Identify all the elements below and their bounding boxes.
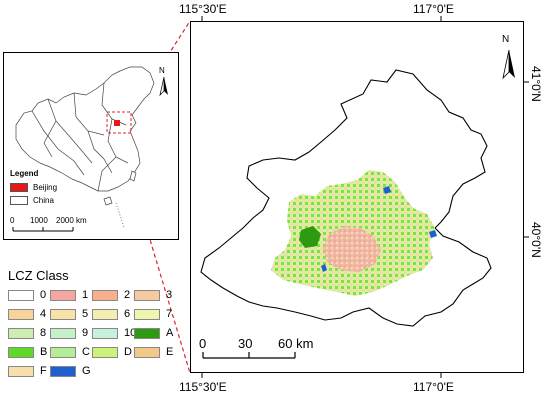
inset-map: N Legend Beijing China 0 1000 2000 km bbox=[3, 52, 179, 240]
lcz-label-3: 3 bbox=[166, 289, 173, 301]
lcz-label-C: C bbox=[82, 346, 90, 358]
inset-legend-title: Legend bbox=[10, 169, 39, 178]
lcz-swatch-F bbox=[8, 365, 34, 377]
lcz-item-5: 5 bbox=[50, 307, 88, 321]
lcz-item-D: D bbox=[92, 345, 132, 359]
main-scale-label-60: 60 km bbox=[278, 336, 314, 351]
lcz-item-3: 3 bbox=[134, 288, 172, 302]
lcz-water-2 bbox=[429, 230, 437, 238]
lcz-swatch-7 bbox=[134, 308, 160, 320]
main-scale-label-30: 30 bbox=[238, 336, 253, 351]
lcz-label-E: E bbox=[166, 346, 174, 358]
lcz-swatch-0 bbox=[8, 289, 34, 301]
main-map: N 0 30 60 km bbox=[190, 21, 524, 373]
inset-north-arrow-icon bbox=[159, 76, 168, 97]
lcz-label-7: 7 bbox=[166, 308, 173, 320]
lcz-label-F: F bbox=[40, 365, 47, 377]
lcz-item-A: A bbox=[134, 326, 173, 340]
lcz-label-10: 10 bbox=[124, 327, 137, 339]
lcz-water-3 bbox=[321, 264, 327, 272]
lcz-item-B: B bbox=[8, 345, 47, 359]
lcz-swatch-C bbox=[50, 346, 76, 358]
lcz-forest-patch bbox=[299, 226, 321, 248]
lcz-label-9: 9 bbox=[82, 327, 89, 339]
lcz-swatch-10 bbox=[92, 327, 118, 339]
lcz-label-G: G bbox=[82, 365, 91, 377]
lcz-label-5: 5 bbox=[82, 308, 89, 320]
inset-scale-label-0: 0 bbox=[10, 216, 15, 225]
lcz-water-1 bbox=[383, 186, 391, 194]
coord-bottom-left: 115°30'E bbox=[179, 380, 227, 394]
lcz-legend: 0 1 2 3 4 5 6 7 8 9 10 A B C D E F G bbox=[8, 288, 184, 398]
coord-bottom-right: 117°0'E bbox=[413, 380, 454, 394]
main-north-label: N bbox=[502, 34, 510, 45]
coord-top-right: 117°0'E bbox=[413, 2, 454, 16]
lcz-item-8: 8 bbox=[8, 326, 46, 340]
legend-label-beijing: Beijing bbox=[33, 183, 58, 192]
lcz-item-E: E bbox=[134, 345, 173, 359]
lcz-item-7: 7 bbox=[134, 307, 172, 321]
china-outline bbox=[12, 66, 168, 232]
lcz-item-4: 4 bbox=[8, 307, 46, 321]
inset-scale-label-2000: 2000 km bbox=[56, 216, 87, 225]
lcz-swatch-9 bbox=[50, 327, 76, 339]
lcz-item-6: 6 bbox=[92, 307, 130, 321]
main-scale-label-0: 0 bbox=[199, 336, 207, 351]
lcz-swatch-B bbox=[8, 346, 34, 358]
lcz-swatch-G bbox=[50, 365, 76, 377]
beijing-map bbox=[200, 49, 515, 359]
lcz-swatch-8 bbox=[8, 327, 34, 339]
lcz-label-1: 1 bbox=[82, 289, 89, 301]
inset-scale-bar bbox=[12, 227, 74, 232]
lcz-swatch-E bbox=[134, 346, 160, 358]
beijing-marker bbox=[114, 120, 120, 126]
legend-swatch-beijing bbox=[10, 183, 28, 192]
lcz-label-6: 6 bbox=[124, 308, 131, 320]
lcz-core-area bbox=[323, 226, 381, 272]
main-scale-bar bbox=[202, 352, 296, 359]
legend-label-china: China bbox=[33, 196, 54, 205]
lcz-item-1: 1 bbox=[50, 288, 88, 302]
lcz-label-2: 2 bbox=[124, 289, 131, 301]
lcz-swatch-3 bbox=[134, 289, 160, 301]
lcz-item-C: C bbox=[50, 345, 90, 359]
lcz-label-A: A bbox=[166, 327, 174, 339]
inset-north-label: N bbox=[159, 66, 165, 75]
lcz-label-4: 4 bbox=[40, 308, 47, 320]
lcz-swatch-5 bbox=[50, 308, 76, 320]
lcz-legend-title: LCZ Class bbox=[8, 268, 69, 283]
lcz-item-F: F bbox=[8, 364, 47, 378]
main-north-arrow-icon bbox=[502, 49, 515, 80]
coord-top-left: 115°30'E bbox=[179, 2, 227, 16]
lcz-label-0: 0 bbox=[40, 289, 47, 301]
lcz-item-9: 9 bbox=[50, 326, 88, 340]
lcz-item-10: 10 bbox=[92, 326, 136, 340]
lcz-label-B: B bbox=[40, 346, 48, 358]
lcz-label-8: 8 bbox=[40, 327, 47, 339]
lcz-item-G: G bbox=[50, 364, 91, 378]
lcz-item-2: 2 bbox=[92, 288, 130, 302]
lcz-swatch-1 bbox=[50, 289, 76, 301]
lcz-item-0: 0 bbox=[8, 288, 46, 302]
lcz-swatch-4 bbox=[8, 308, 34, 320]
lcz-label-D: D bbox=[124, 346, 132, 358]
lcz-swatch-A bbox=[134, 327, 160, 339]
lcz-swatch-6 bbox=[92, 308, 118, 320]
inset-scale-label-1000: 1000 bbox=[30, 216, 48, 225]
legend-swatch-china bbox=[10, 196, 28, 205]
lcz-swatch-D bbox=[92, 346, 118, 358]
lcz-swatch-2 bbox=[92, 289, 118, 301]
